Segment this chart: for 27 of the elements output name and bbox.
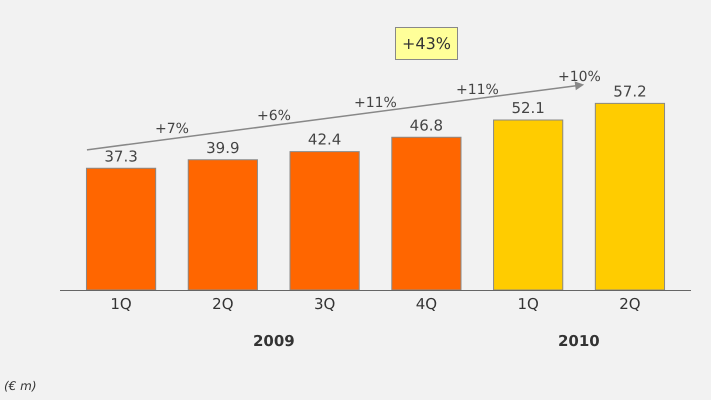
text: +10%	[558, 69, 601, 85]
text: 2009	[253, 332, 295, 350]
text: +11%	[456, 82, 499, 98]
x-tick-label: 4Q	[416, 295, 438, 313]
bar	[391, 136, 462, 290]
annotation: +7%	[155, 121, 189, 137]
bar	[188, 159, 258, 290]
x-tick-label: 3Q	[314, 295, 336, 313]
bar	[493, 119, 564, 290]
text: 2010	[558, 332, 600, 350]
bar	[594, 102, 666, 290]
bar	[86, 168, 156, 290]
x-tick-label: 2Q	[619, 295, 641, 313]
text: (€ m)	[4, 379, 37, 393]
x-tick-label: 1Q	[110, 295, 132, 313]
data-label: 37.3	[104, 147, 138, 166]
annotation: +11%	[354, 95, 397, 111]
annotation: +6%	[257, 108, 291, 124]
text: +43%	[402, 34, 451, 53]
data-label: 42.4	[308, 130, 342, 149]
data-label: 57.2	[613, 82, 647, 100]
x-tick-label: 1Q	[517, 295, 539, 313]
x-tick-label: 2Q	[212, 295, 234, 313]
data-label: 46.8	[410, 116, 444, 134]
bar	[290, 151, 360, 290]
data-label: 52.1	[511, 98, 545, 117]
data-label: 39.9	[206, 138, 240, 157]
